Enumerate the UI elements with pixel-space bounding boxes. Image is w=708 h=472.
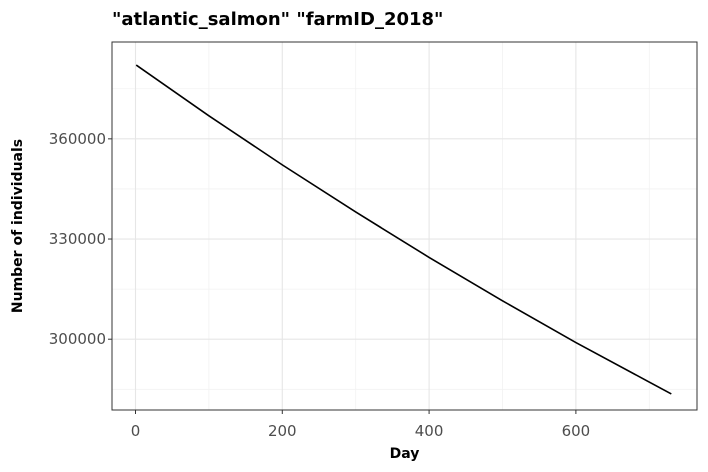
chart-title: "atlantic_salmon" "farmID_2018" [112,9,443,30]
x-tick-label: 400 [415,422,444,440]
y-tick-label: 300000 [49,330,106,348]
series-line [135,64,672,395]
x-axis-title: Day [390,446,420,462]
x-tick-label: 0 [131,422,141,440]
y-axis: 300000 330000 360000 [49,130,112,348]
y-tick-label: 330000 [49,230,106,248]
minor-gridlines [112,42,697,410]
x-tick-label: 200 [268,422,297,440]
major-gridlines [112,42,697,410]
x-tick-label: 600 [562,422,591,440]
plot-panel-border [111,41,698,411]
y-tick-label: 360000 [49,130,106,148]
x-axis: 0 200 400 600 [131,410,590,440]
y-axis-title: Number of individuals [10,139,26,313]
